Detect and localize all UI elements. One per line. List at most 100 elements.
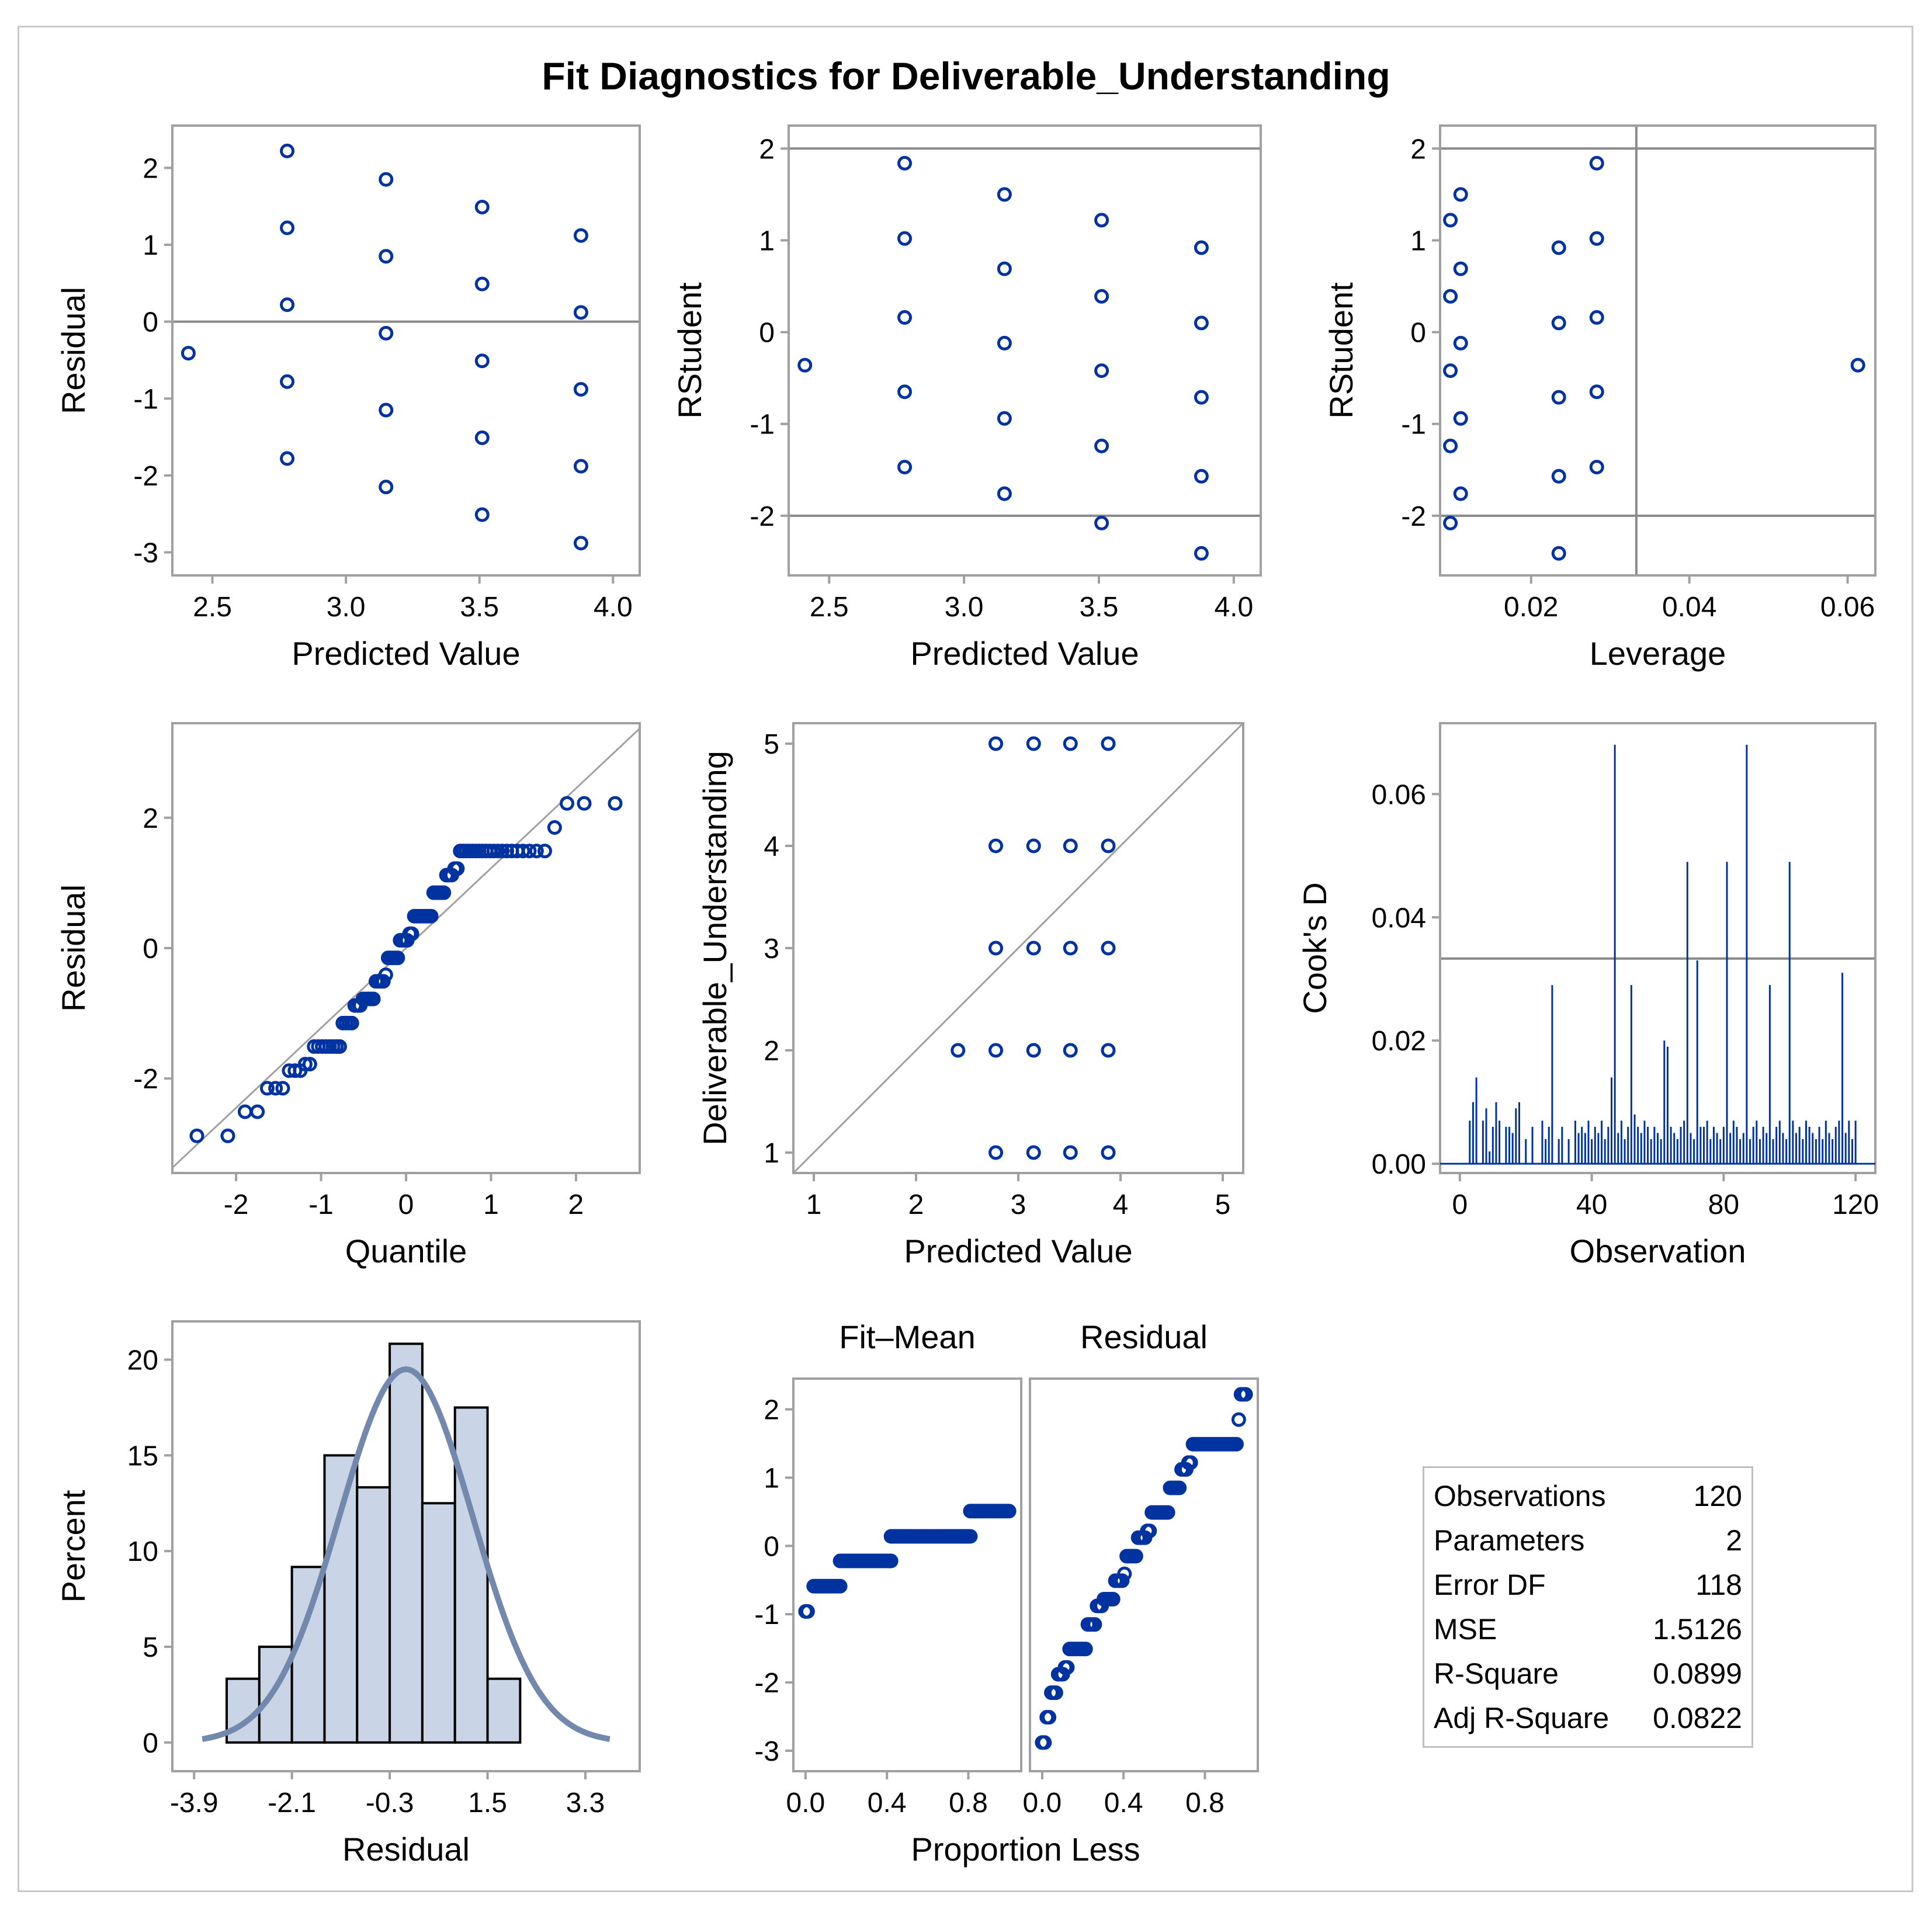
data-point [495, 844, 510, 859]
data-point [1551, 469, 1566, 484]
data-point [988, 838, 1003, 853]
data-point [376, 974, 391, 989]
data-point [883, 1553, 899, 1568]
y-tick-label: 0 [143, 307, 158, 338]
data-point [1453, 261, 1468, 276]
data-point [1042, 1710, 1057, 1725]
y-tick-label: 0 [1410, 318, 1426, 349]
data-point [1589, 384, 1604, 400]
x-tick-label: 0.02 [1504, 592, 1558, 623]
stat-value: 2 [1726, 1524, 1742, 1557]
data-point [379, 480, 394, 495]
x-axis-label: Quantile [345, 1233, 467, 1269]
y-tick-label: -2 [1401, 501, 1426, 532]
y-tick-label: -2 [750, 501, 775, 532]
data-point [1128, 1549, 1143, 1564]
y-tick-label: 2 [759, 134, 775, 165]
x-tick-label: 3.0 [945, 592, 984, 623]
figure-frame [18, 26, 1913, 1892]
data-point [280, 220, 295, 235]
data-point [1238, 1387, 1253, 1402]
data-point [1094, 515, 1109, 530]
y-axis-label: Deliverable_Understanding [696, 751, 733, 1146]
x-axis-label: Leverage [1590, 635, 1726, 672]
y-axis-label: RStudent [1323, 282, 1359, 419]
normal-density-curve [202, 1366, 611, 1742]
plot-frame [1029, 1377, 1259, 1772]
x-tick-label: 0.04 [1662, 592, 1716, 623]
data-point [1589, 231, 1604, 246]
stat-row: Error DF 118 [1434, 1563, 1742, 1607]
data-point [1194, 315, 1209, 331]
data-point [800, 1604, 815, 1619]
data-point [797, 358, 813, 373]
x-tick-label: 2 [568, 1189, 584, 1220]
data-point [1443, 213, 1458, 228]
y-tick-label: 2 [143, 153, 158, 184]
plot-frame [1439, 124, 1876, 577]
data-point [1101, 1145, 1116, 1160]
data-point [515, 844, 530, 859]
data-point [379, 325, 394, 341]
data-point [450, 861, 465, 876]
histogram-bar [389, 1342, 424, 1744]
data-point [379, 172, 394, 187]
data-point [379, 402, 394, 418]
data-point [1115, 1573, 1130, 1588]
data-point [537, 844, 553, 859]
stat-label: Observations [1434, 1480, 1606, 1512]
data-point [833, 1578, 848, 1594]
data-point [1063, 736, 1078, 751]
data-point [1087, 1617, 1102, 1632]
y-tick-label: 1 [764, 1138, 779, 1169]
histogram-bar [453, 1406, 489, 1744]
data-point [988, 1043, 1003, 1058]
data-point [1589, 310, 1604, 325]
data-point [997, 486, 1012, 501]
x-tick-label: 1 [483, 1189, 499, 1220]
x-tick-label: 1 [806, 1189, 822, 1220]
data-point [1001, 1504, 1017, 1519]
data-point [1172, 1480, 1187, 1495]
x-tick-label: 4.0 [594, 592, 633, 623]
data-point [951, 1043, 966, 1058]
histogram-bar [290, 1566, 326, 1744]
data-point [529, 844, 544, 859]
data-point [522, 844, 537, 859]
data-point [1063, 941, 1078, 956]
data-point [1063, 1145, 1078, 1160]
data-point [1101, 736, 1116, 751]
data-point [608, 796, 623, 811]
x-tick-label: 0.4 [868, 1788, 907, 1819]
y-tick-label: 15 [127, 1441, 158, 1472]
data-point [573, 305, 588, 320]
x-axis-label: Predicted Value [292, 635, 520, 672]
data-point [997, 187, 1012, 202]
y-tick-label: 3 [764, 934, 779, 964]
x-tick-label: 40 [1576, 1189, 1607, 1220]
reference-diagonal [171, 727, 641, 1169]
data-point [1094, 438, 1109, 453]
stat-row: R-Square 0.0899 [1434, 1651, 1742, 1696]
data-point [378, 967, 393, 983]
x-tick-label: 0 [1452, 1189, 1468, 1220]
x-axis-label: Observation [1570, 1233, 1746, 1269]
data-point [997, 411, 1012, 426]
data-point [573, 228, 588, 243]
data-point [181, 346, 196, 361]
data-point [1117, 1566, 1132, 1581]
x-tick-label: 0.8 [949, 1788, 988, 1819]
y-tick-label: -2 [133, 1064, 158, 1095]
data-point [220, 1128, 235, 1143]
data-point [280, 374, 295, 389]
x-tick-label: -1 [308, 1189, 334, 1220]
x-tick-label: 3.0 [327, 592, 366, 623]
stat-row: Parameters 2 [1434, 1518, 1742, 1563]
panel-header-fit-mean: Fit–Mean [839, 1318, 975, 1355]
x-tick-label: -0.3 [366, 1788, 414, 1819]
histogram-bar [323, 1454, 359, 1744]
y-tick-label: 5 [764, 729, 779, 760]
data-point [259, 1081, 275, 1096]
data-point [275, 1081, 290, 1096]
data-point [1026, 941, 1041, 956]
